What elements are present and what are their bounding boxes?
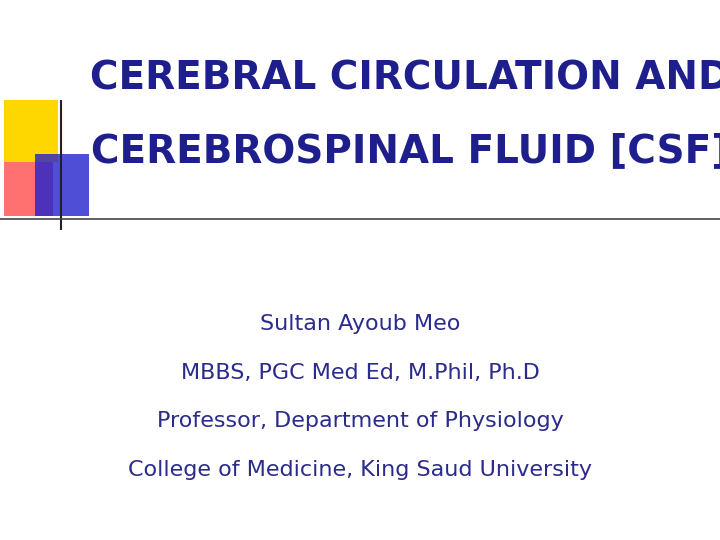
- Text: College of Medicine, King Saud University: College of Medicine, King Saud Universit…: [128, 460, 592, 480]
- Text: CEREBROSPINAL FLUID [CSF]: CEREBROSPINAL FLUID [CSF]: [91, 132, 720, 170]
- Text: Sultan Ayoub Meo: Sultan Ayoub Meo: [260, 314, 460, 334]
- Bar: [4, 100, 58, 162]
- Bar: [35, 154, 89, 216]
- Bar: [4, 162, 53, 216]
- Text: MBBS, PGC Med Ed, M.Phil, Ph.D: MBBS, PGC Med Ed, M.Phil, Ph.D: [181, 362, 539, 383]
- Text: Professor, Department of Physiology: Professor, Department of Physiology: [157, 411, 563, 431]
- Text: CEREBRAL CIRCULATION AND: CEREBRAL CIRCULATION AND: [90, 59, 720, 97]
